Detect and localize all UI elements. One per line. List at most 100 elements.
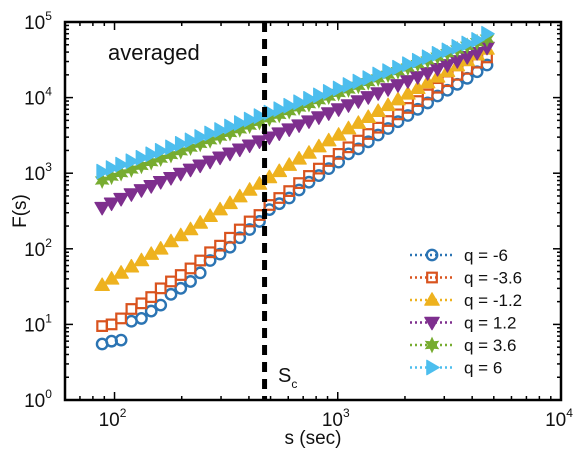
- data-point: [273, 101, 288, 117]
- data-point: [194, 254, 207, 267]
- data-point: [411, 52, 426, 69]
- data-point: [312, 162, 325, 175]
- data-point: [172, 167, 189, 182]
- data-point: [340, 99, 357, 113]
- legend-marker: [424, 292, 440, 306]
- data-point: [481, 25, 495, 42]
- y-tick-label: 105: [24, 9, 52, 34]
- data-point: [163, 171, 179, 186]
- data-point: [281, 123, 298, 137]
- data-point: [125, 303, 138, 315]
- data-point: [243, 215, 256, 228]
- data-point: [233, 223, 246, 236]
- y-tick-label-base: 10: [24, 13, 45, 34]
- data-point: [330, 103, 347, 117]
- data-point: [214, 122, 228, 138]
- data-point: [362, 70, 377, 86]
- data-point: [135, 149, 150, 166]
- legend-marker: [426, 359, 440, 376]
- y-tick-label-exp: 5: [45, 9, 52, 23]
- data-point: [184, 262, 197, 275]
- data-point: [342, 141, 355, 154]
- y-tick-label-base: 10: [24, 315, 45, 336]
- y-tick-label: 100: [24, 387, 52, 412]
- data-point: [360, 91, 377, 105]
- data-point: [144, 304, 158, 318]
- legend-item: q = -6: [410, 246, 508, 265]
- data-point: [402, 56, 416, 72]
- legend-label: q = 3.6: [464, 336, 516, 355]
- data-point: [391, 115, 405, 129]
- data-point: [103, 197, 120, 212]
- series-2: [96, 51, 493, 332]
- data-point: [392, 59, 406, 76]
- data-point: [253, 108, 268, 124]
- data-point: [105, 318, 118, 331]
- data-point: [222, 147, 238, 162]
- data-point: [421, 88, 434, 101]
- data-point: [303, 170, 315, 182]
- x-tick-label: 103: [322, 406, 350, 431]
- legend-label: q = 1.2: [464, 314, 516, 333]
- y-tick-label-exp: 4: [45, 85, 52, 99]
- data-point: [243, 111, 258, 128]
- x-axis-label: s (sec): [285, 428, 342, 449]
- data-point: [214, 239, 226, 252]
- y-tick-label-base: 10: [24, 391, 45, 412]
- data-point: [291, 119, 307, 133]
- data-point: [283, 185, 296, 197]
- data-point: [193, 266, 207, 280]
- y-tick-label-base: 10: [24, 240, 45, 261]
- data-point: [382, 115, 394, 127]
- series-4: [94, 41, 495, 216]
- y-tick-label-exp: 2: [45, 236, 52, 250]
- data-point: [390, 79, 406, 93]
- data-point: [182, 163, 199, 178]
- data-point: [471, 32, 485, 48]
- data-point: [241, 139, 258, 154]
- data-point: [313, 87, 327, 104]
- data-point: [94, 201, 110, 216]
- data-point: [174, 135, 189, 152]
- data-point: [224, 231, 236, 244]
- data-point: [165, 139, 179, 156]
- data-point: [311, 111, 327, 125]
- data-point: [441, 42, 456, 59]
- data-point: [320, 107, 337, 121]
- data-point: [212, 151, 228, 166]
- legend: q = -6 q = -3.6 q = -1.2 q = 1.2 q = 3.6 q = …: [410, 246, 522, 378]
- data-point: [154, 282, 167, 295]
- data-point: [154, 142, 169, 159]
- x-tick-label-exp: 3: [343, 406, 350, 420]
- data-point: [115, 312, 127, 325]
- data-point: [224, 118, 238, 135]
- data-point: [271, 127, 288, 142]
- data-point: [174, 281, 188, 295]
- data-point: [192, 159, 209, 174]
- legend-marker: [425, 248, 439, 262]
- data-point: [105, 160, 120, 176]
- data-point: [301, 115, 317, 129]
- data-point: [352, 134, 365, 147]
- data-point: [143, 180, 160, 194]
- legend-label: q = -1.2: [464, 291, 522, 310]
- data-point: [261, 131, 278, 146]
- y-tick-label-exp: 0: [45, 387, 52, 401]
- critical-scale-label-sub: c: [291, 377, 297, 391]
- data-point: [392, 108, 404, 121]
- data-point: [165, 275, 177, 288]
- plot-area: [94, 22, 495, 400]
- legend-marker: [424, 336, 440, 354]
- data-point: [479, 30, 495, 48]
- data-point: [382, 63, 396, 79]
- legend-marker: [426, 271, 438, 284]
- data-point: [332, 148, 345, 160]
- data-point: [371, 128, 385, 142]
- data-point: [342, 77, 357, 93]
- data-point: [461, 35, 476, 52]
- legend-item: q = 1.2: [410, 314, 516, 333]
- y-tick-label-base: 10: [24, 164, 45, 185]
- x-tick-label-base: 10: [322, 410, 343, 431]
- data-point: [96, 320, 109, 332]
